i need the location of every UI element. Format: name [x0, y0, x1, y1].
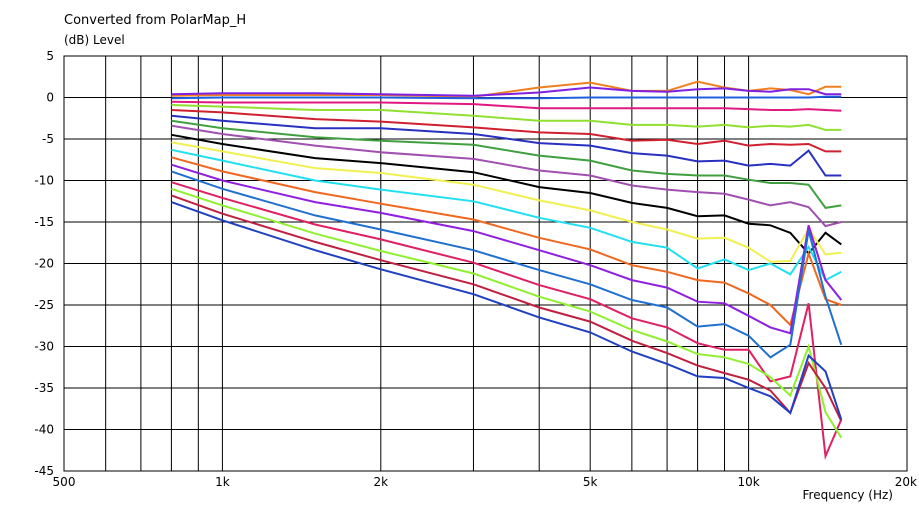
- x-tick-label: 2k: [374, 475, 389, 489]
- chart-title: Converted from PolarMap_H: [64, 13, 246, 28]
- series-line-7: [171, 114, 842, 177]
- y-tick-labels: 5 0 -5 -10 -15 -20 -25 -30 -35 -40 -45: [34, 49, 54, 478]
- series-line-15: [171, 170, 843, 359]
- y-tick-label: -40: [34, 423, 54, 437]
- series-line-14: [171, 163, 843, 335]
- y-tick-label: -30: [34, 340, 54, 354]
- series-line-2: [171, 86, 842, 97]
- series-line-6: [171, 109, 842, 153]
- y-tick-label: -25: [34, 298, 54, 312]
- series-line-9: [171, 124, 842, 228]
- y-tick-label: 5: [46, 49, 54, 63]
- x-tick-labels: 500 1k 2k 5k 10k 20k: [53, 475, 918, 489]
- x-tick-label: 20k: [895, 475, 917, 489]
- series-line-10: [171, 133, 842, 256]
- series-line-5: [171, 104, 842, 131]
- y-tick-label: -15: [34, 215, 54, 229]
- y-tick-label: 0: [46, 91, 54, 105]
- series-line-3: [171, 95, 842, 100]
- y-tick-label: -45: [34, 464, 54, 478]
- series-line-16: [171, 181, 843, 460]
- y-tick-label: -35: [34, 381, 54, 395]
- y-tick-label: -5: [42, 132, 54, 146]
- x-tick-label: 1k: [215, 475, 230, 489]
- x-tick-label: 10k: [737, 475, 759, 489]
- y-tick-label: -10: [34, 174, 54, 188]
- x-tick-label: 5k: [583, 475, 598, 489]
- series-line-8: [171, 119, 842, 209]
- y-axis-label: (dB) Level: [64, 33, 125, 47]
- series-line-11: [171, 141, 842, 263]
- x-tick-label: 500: [53, 475, 76, 489]
- series-lines: [171, 80, 843, 460]
- y-tick-label: -20: [34, 257, 54, 271]
- series-line-17: [171, 187, 843, 439]
- series-line-19: [171, 201, 843, 420]
- x-axis-label: Frequency (Hz): [803, 488, 894, 502]
- series-line-4: [171, 100, 842, 112]
- series-line-12: [171, 148, 842, 282]
